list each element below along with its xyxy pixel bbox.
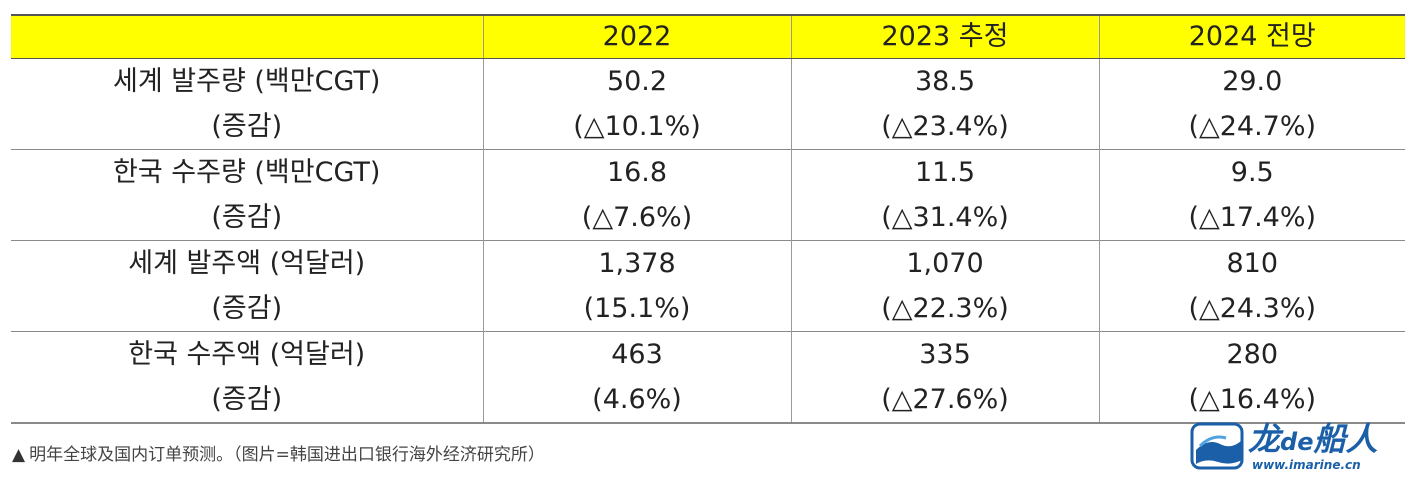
change-cell: (△24.3%)	[1098, 286, 1405, 332]
logo-part-3: 船人	[1313, 420, 1378, 458]
header-cell-2023: 2023 추정	[790, 14, 1100, 59]
header-cell-2024: 2024 전망	[1098, 14, 1405, 59]
logo-wordmark: 龙de船人	[1248, 420, 1378, 461]
change-cell: (△22.3%)	[790, 286, 1100, 332]
value-cell: 1,070	[790, 240, 1100, 286]
value-cell: 810	[1098, 240, 1405, 286]
value-cell: 50.2	[482, 58, 792, 104]
ship-wave-emblem-icon	[1190, 422, 1244, 470]
table-row: 세계 발주량 (백만CGT) 50.2 38.5 29.0	[11, 58, 1405, 104]
change-cell: (4.6%)	[482, 377, 792, 424]
change-cell: (△17.4%)	[1098, 195, 1405, 241]
change-cell: (15.1%)	[482, 286, 792, 332]
logo-part-1: 龙	[1248, 420, 1281, 458]
header-row: 2022 2023 추정 2024 전망	[11, 14, 1405, 59]
value-cell: 29.0	[1098, 58, 1405, 104]
value-cell: 463	[482, 331, 792, 377]
image-caption: ▲ 明年全球及国内订单预测。（图片=韩国进出口银行海外经济研究所）	[12, 440, 545, 465]
row-label: 한국 수주량 (백만CGT)	[11, 149, 484, 195]
forecast-table: 2022 2023 추정 2024 전망 세계 발주량 (백만CGT) 50.2…	[11, 14, 1405, 424]
logo-part-2: de	[1280, 428, 1314, 456]
change-cell: (△7.6%)	[482, 195, 792, 241]
table-row-change: (증감) (15.1%) (△22.3%) (△24.3%)	[11, 286, 1405, 332]
change-cell: (△23.4%)	[790, 104, 1100, 150]
change-cell: (△31.4%)	[790, 195, 1100, 241]
value-cell: 16.8	[482, 149, 792, 195]
table-row-change: (증감) (△10.1%) (△23.4%) (△24.7%)	[11, 104, 1405, 150]
change-cell: (△16.4%)	[1098, 377, 1405, 424]
change-cell: (△27.6%)	[790, 377, 1100, 424]
value-cell: 9.5	[1098, 149, 1405, 195]
caption-marker: ▲	[12, 445, 26, 465]
row-label: 세계 발주량 (백만CGT)	[11, 58, 484, 104]
table-row: 한국 수주액 (억달러) 463 335 280	[11, 331, 1405, 377]
row-sublabel: (증감)	[11, 104, 484, 150]
table-row: 한국 수주량 (백만CGT) 16.8 11.5 9.5	[11, 149, 1405, 195]
caption-text: 明年全球及国内订单预测。（图片=韩国进出口银行海外经济研究所）	[29, 445, 545, 465]
value-cell: 11.5	[790, 149, 1100, 195]
value-cell: 1,378	[482, 240, 792, 286]
value-cell: 280	[1098, 331, 1405, 377]
value-cell: 335	[790, 331, 1100, 377]
change-cell: (△10.1%)	[482, 104, 792, 150]
logo-url: www.imarine.cn	[1252, 458, 1361, 472]
row-sublabel: (증감)	[11, 377, 484, 424]
row-label: 세계 발주액 (억달러)	[11, 240, 484, 286]
table-row-change: (증감) (△7.6%) (△31.4%) (△17.4%)	[11, 195, 1405, 241]
table-row-change: (증감) (4.6%) (△27.6%) (△16.4%)	[11, 377, 1405, 424]
header-cell-label	[11, 14, 484, 59]
value-cell: 38.5	[790, 58, 1100, 104]
watermark-logo: 龙de船人 www.imarine.cn	[1190, 420, 1390, 480]
header-cell-2022: 2022	[482, 14, 792, 59]
row-sublabel: (증감)	[11, 286, 484, 332]
row-sublabel: (증감)	[11, 195, 484, 241]
table-row: 세계 발주액 (억달러) 1,378 1,070 810	[11, 240, 1405, 286]
change-cell: (△24.7%)	[1098, 104, 1405, 150]
row-label: 한국 수주액 (억달러)	[11, 331, 484, 377]
